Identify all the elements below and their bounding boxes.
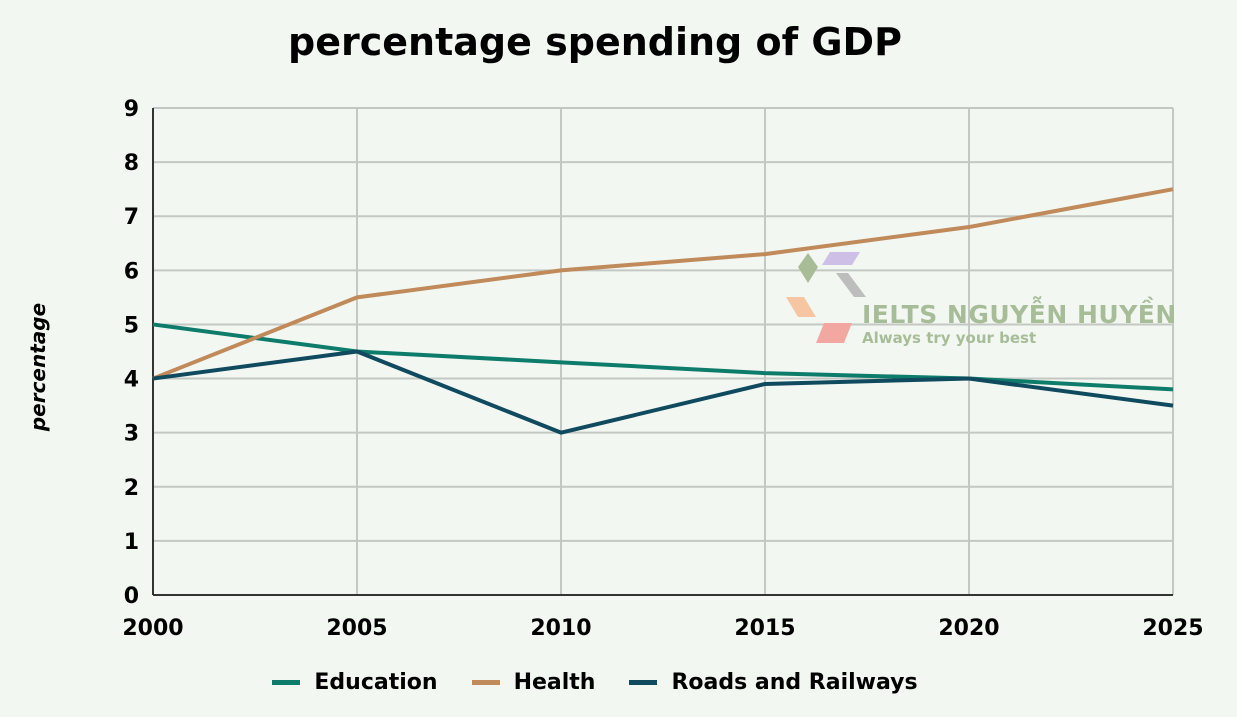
y-tick-label: 5: [124, 313, 139, 338]
legend-label: Roads and Railways: [671, 670, 918, 695]
legend-swatch: [272, 680, 301, 685]
x-tick-label: 2005: [326, 616, 387, 641]
ielts-logo-icon: [786, 252, 866, 343]
y-tick-label: 3: [124, 422, 139, 447]
legend-item: Education: [272, 670, 438, 695]
y-tick-label: 0: [124, 584, 139, 609]
y-tick-label: 8: [124, 151, 139, 176]
legend-item: Health: [471, 670, 596, 695]
y-tick-label: 9: [124, 97, 139, 122]
x-tick-label: 2000: [122, 616, 183, 641]
x-tick-label: 2020: [938, 616, 999, 641]
chart-title: percentage spending of GDP: [288, 20, 902, 64]
x-tick-label: 2015: [734, 616, 795, 641]
y-tick-label: 4: [124, 368, 139, 393]
x-tick-label: 2010: [530, 616, 591, 641]
y-tick-label: 6: [124, 259, 139, 284]
legend-label: Health: [513, 670, 596, 695]
legend-label: Education: [314, 670, 438, 695]
legend-swatch: [629, 680, 658, 685]
series-line-education: [152, 322, 1174, 392]
y-tick-label: 1: [124, 530, 139, 555]
legend-swatch: [471, 680, 500, 685]
watermark-brand: IELTS NGUYỄN HUYỀN: [862, 300, 1177, 329]
x-tick-label: 2025: [1142, 616, 1203, 641]
watermark-tagline: Always try your best: [862, 329, 1037, 347]
series-line-health: [152, 187, 1174, 381]
y-tick-label: 2: [124, 476, 139, 501]
legend-item: Roads and Railways: [629, 670, 918, 695]
y-tick-label: 7: [124, 205, 139, 230]
legend: Education Health Roads and Railways: [0, 670, 1190, 695]
series-line-roads-and-railways: [152, 349, 1174, 435]
